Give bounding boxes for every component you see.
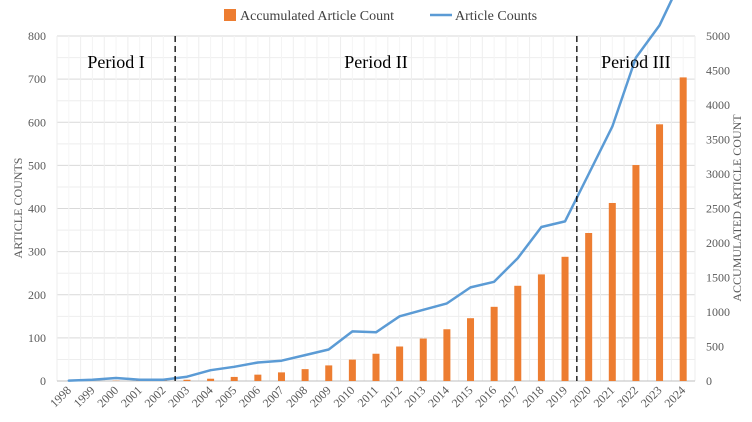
article-counts-line (67, 0, 673, 382)
left-tick-label: 600 (28, 115, 46, 129)
bar-2007 (277, 372, 285, 381)
bar-2019 (561, 256, 569, 381)
right-tick-label: 500 (706, 340, 724, 354)
left-tick-label: 500 (28, 158, 46, 172)
period-label-1: Period I (87, 52, 145, 72)
left-tick-label: 100 (28, 331, 46, 345)
right-tick-label: 3500 (706, 133, 730, 147)
x-tick-label-2003: 2003 (165, 383, 192, 410)
x-tick-label-2022: 2022 (614, 383, 641, 410)
bar-2014 (443, 329, 451, 381)
x-tick-label-2018: 2018 (520, 383, 547, 410)
right-tick-label: 2500 (706, 202, 730, 216)
right-tick-label: 4500 (706, 64, 730, 78)
bar-2005 (230, 376, 238, 381)
x-axis-ticks: 1998199920002001200220032004200520062007… (47, 383, 688, 410)
bar-2003 (183, 379, 191, 381)
legend-label-article-counts: Article Counts (455, 9, 537, 24)
x-tick-label-2024: 2024 (661, 383, 688, 410)
x-tick-label-2017: 2017 (496, 383, 523, 410)
left-tick-label: 800 (28, 29, 46, 43)
x-tick-label-2019: 2019 (543, 383, 570, 410)
legend-label-accumulated: Accumulated Article Count (240, 9, 394, 24)
bar-2018 (537, 274, 545, 381)
x-tick-label-2014: 2014 (425, 383, 452, 410)
bar-2022 (632, 165, 640, 381)
x-tick-label-2015: 2015 (449, 383, 476, 410)
right-tick-label: 5000 (706, 29, 730, 43)
x-tick-label-2008: 2008 (283, 383, 310, 410)
bar-2016 (490, 306, 498, 381)
right-axis-title: ACCUMULATED ARTICLE COUNT (730, 114, 744, 302)
x-tick-label-2005: 2005 (212, 383, 239, 410)
x-tick-label-2000: 2000 (94, 383, 121, 410)
left-tick-label: 700 (28, 72, 46, 86)
x-tick-label-2009: 2009 (307, 383, 334, 410)
x-tick-label-2001: 2001 (118, 383, 145, 410)
bar-2024 (679, 77, 687, 382)
period-dividers (174, 36, 578, 381)
bar-2021 (608, 202, 616, 381)
x-tick-label-2002: 2002 (142, 383, 169, 410)
bar-2020 (585, 232, 593, 381)
left-tick-label: 200 (28, 288, 46, 302)
period-label-2: Period II (344, 52, 407, 72)
x-tick-label-1998: 1998 (47, 383, 74, 410)
bar-2009 (325, 365, 333, 381)
left-tick-label: 400 (28, 202, 46, 216)
bar-2012 (396, 346, 404, 381)
right-tick-label: 3000 (706, 167, 730, 181)
x-tick-label-2013: 2013 (402, 383, 429, 410)
bar-series (88, 77, 687, 382)
x-tick-label-2021: 2021 (591, 383, 618, 410)
legend: Accumulated Article Count Article Counts (224, 9, 537, 24)
right-tick-label: 1000 (706, 305, 730, 319)
bar-2017 (514, 285, 522, 381)
x-tick-label-2006: 2006 (236, 383, 263, 410)
right-tick-label: 1500 (706, 271, 730, 285)
bar-2008 (301, 369, 309, 381)
x-tick-label-2010: 2010 (331, 383, 358, 410)
line-series (67, 0, 673, 382)
left-tick-label: 0 (40, 374, 46, 388)
left-tick-label: 300 (28, 245, 46, 259)
right-tick-label: 0 (706, 374, 712, 388)
period-label-3: Period III (601, 52, 670, 72)
x-tick-label-1999: 1999 (71, 383, 98, 410)
right-tick-label: 4000 (706, 98, 730, 112)
legend-swatch-accumulated (224, 9, 236, 21)
x-tick-label-2007: 2007 (260, 383, 287, 410)
bar-2004 (207, 378, 215, 381)
period-labels: Period I Period II Period III (87, 52, 670, 72)
bar-2013 (419, 338, 427, 381)
bar-2015 (467, 318, 475, 381)
bar-2023 (656, 124, 664, 381)
right-axis-ticks: 0 500 1000 1500 2000 2500 3000 3500 4000 4500 5000 (706, 29, 730, 388)
left-axis-ticks: 0 100 200 300 400 500 600 700 800 (28, 29, 46, 388)
x-tick-label-2016: 2016 (472, 383, 499, 410)
x-tick-label-2004: 2004 (189, 383, 216, 410)
gridlines (56, 35, 696, 382)
left-axis-title: ARTICLE COUNTS (11, 158, 25, 259)
bar-2006 (254, 374, 262, 381)
x-tick-label-2012: 2012 (378, 383, 405, 410)
x-tick-label-2011: 2011 (355, 383, 382, 410)
x-tick-label-2023: 2023 (638, 383, 665, 410)
right-tick-label: 2000 (706, 236, 730, 250)
bar-2011 (372, 353, 380, 381)
x-tick-label-2020: 2020 (567, 383, 594, 410)
bar-2010 (348, 359, 356, 381)
